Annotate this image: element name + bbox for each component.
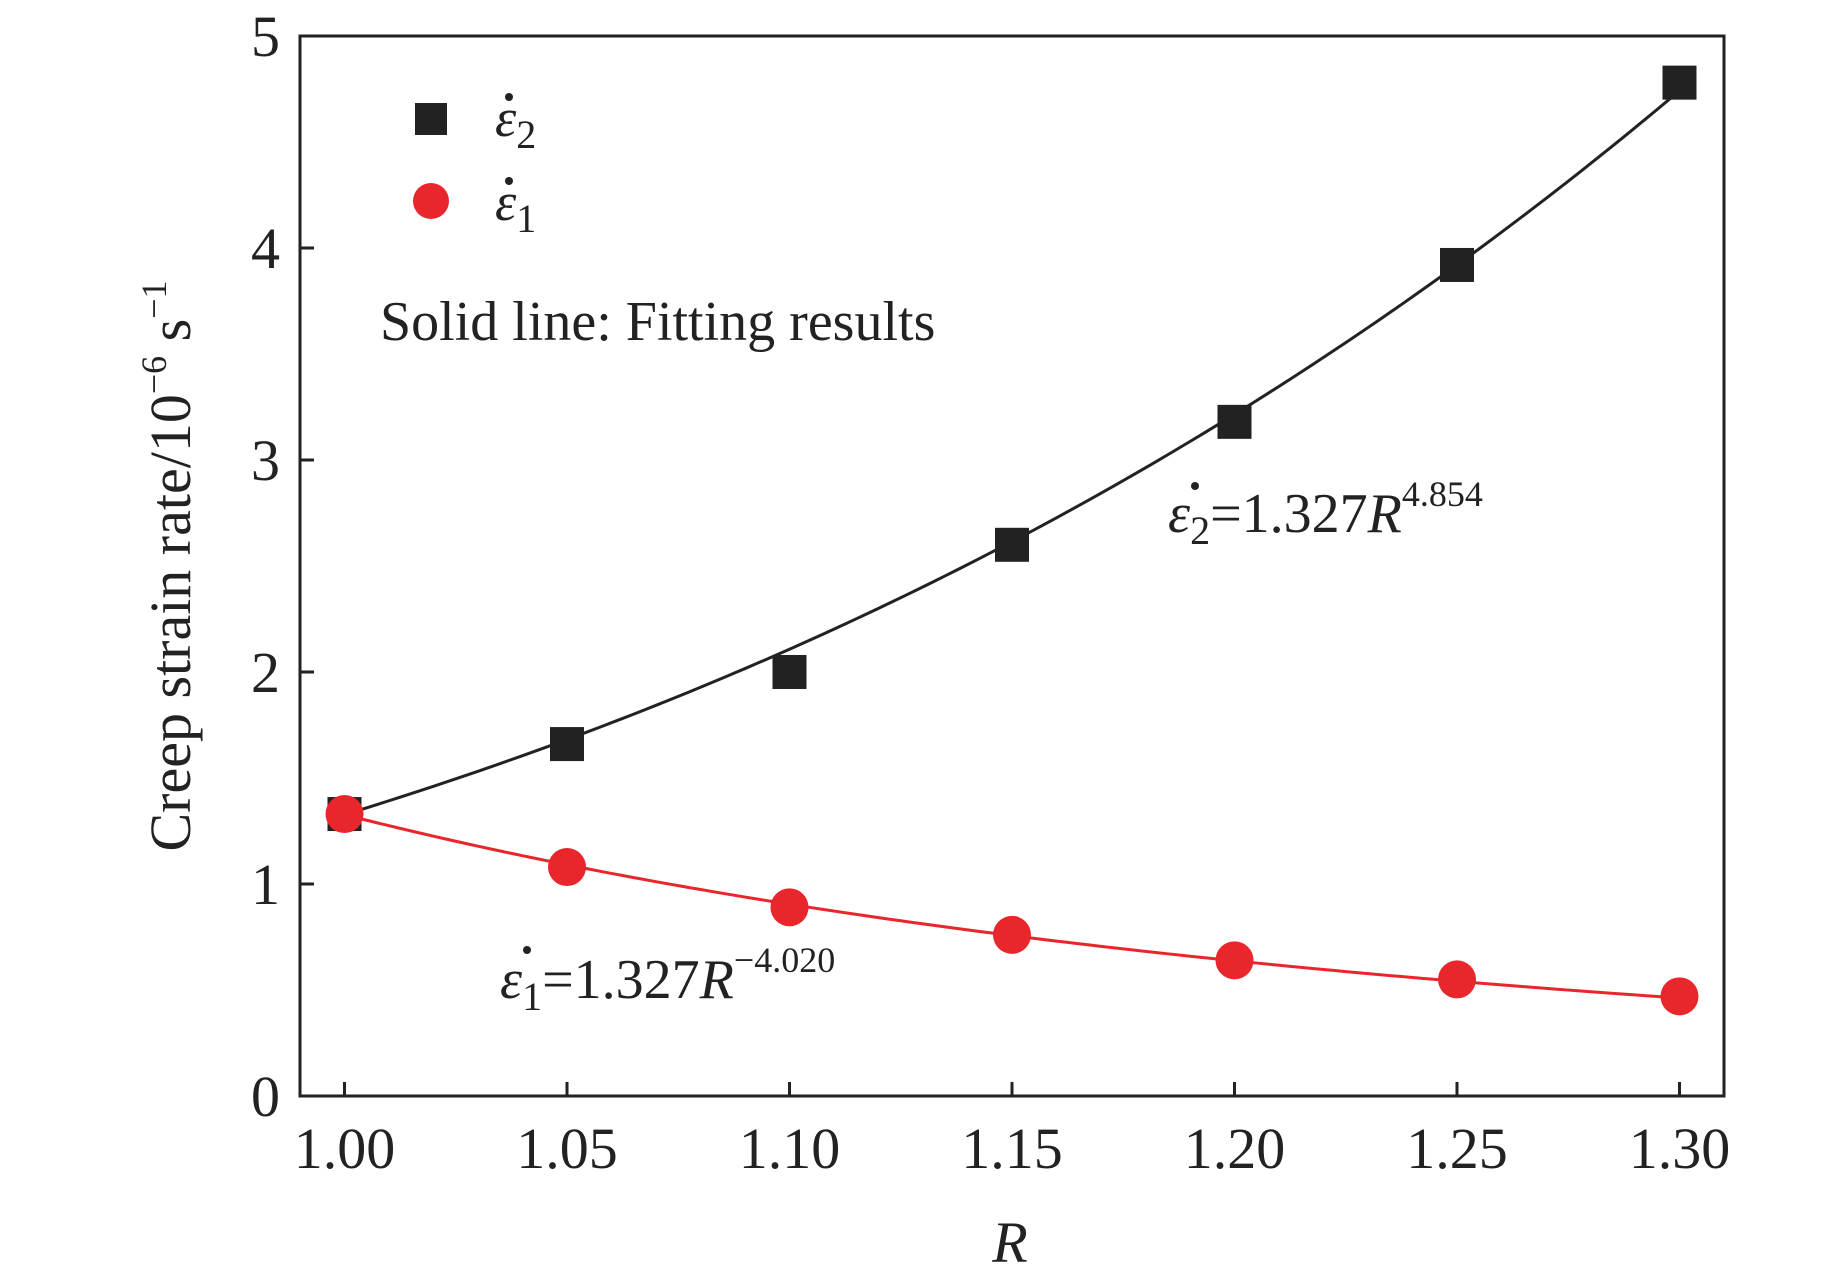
y-axis-title-exp1: −6	[134, 356, 174, 394]
y-axis-title-base: Creep strain rate/10	[138, 394, 203, 851]
eq1-sub: 1	[522, 974, 542, 1019]
y-axis-title-exp2: −1	[134, 280, 174, 318]
legend-dot-eps1	[505, 177, 513, 185]
eq1-var: R	[699, 949, 734, 1011]
equation-eps1: ε1=1.327R−4.020	[500, 940, 835, 1019]
eq2-exp: 4.854	[1402, 474, 1483, 514]
y-axis-title-unit: s	[138, 319, 203, 356]
y-tick-label: 4	[251, 216, 280, 281]
y-axis-title: Creep strain rate/10−6 s−1	[134, 280, 203, 851]
point-square	[772, 655, 807, 689]
eq1-symbol: ε	[500, 949, 523, 1011]
eq1-exp: −4.020	[734, 940, 835, 980]
legend: ε2 ε1	[413, 88, 536, 241]
point-square	[1217, 404, 1252, 439]
legend-label-eps1: ε1	[495, 172, 536, 241]
point-circle	[770, 888, 809, 927]
point-circle	[1438, 960, 1476, 999]
eq2-coef: =1.327	[1210, 483, 1368, 545]
equation-eps2: ε2=1.327R4.854	[1168, 474, 1483, 553]
eq1-text: ε1=1.327R−4.020	[500, 940, 835, 1019]
x-axis-ticks: 1.00 1.05 1.10 1.15 1.20 1.25 1.30	[294, 1082, 1731, 1181]
legend-eps1-symbol: ε	[495, 172, 517, 232]
eq2-dot	[1191, 482, 1199, 490]
y-tick-label: 1	[251, 852, 280, 917]
point-circle	[325, 795, 364, 834]
point-circle	[993, 915, 1031, 954]
eq1-coef: =1.327	[542, 949, 700, 1011]
x-tick-label: 1.15	[961, 1116, 1063, 1181]
eq2-text: ε2=1.327R4.854	[1168, 474, 1483, 553]
eq2-var: R	[1367, 483, 1402, 545]
legend-eps1-sub: 1	[516, 196, 536, 241]
fit-note: Solid line: Fitting results	[380, 291, 935, 353]
point-square	[1662, 65, 1697, 100]
x-tick-label: 1.00	[294, 1116, 396, 1181]
point-square	[995, 527, 1029, 562]
point-circle	[548, 848, 586, 887]
point-circle	[1660, 977, 1699, 1016]
y-tick-label: 2	[251, 640, 280, 705]
point-square	[1440, 247, 1474, 282]
legend-eps2-symbol: ε	[495, 88, 517, 148]
x-tick-label: 1.10	[739, 1116, 841, 1181]
x-tick-label: 1.20	[1184, 1116, 1286, 1181]
point-circle	[1215, 941, 1254, 980]
y-tick-label: 3	[251, 428, 280, 493]
data-markers	[325, 65, 1699, 1016]
legend-label-eps2: ε2	[495, 88, 536, 157]
x-tick-label: 1.05	[516, 1116, 618, 1181]
legend-marker-circle	[413, 183, 449, 219]
x-axis-title: R	[991, 1210, 1027, 1273]
y-tick-label: 5	[251, 4, 280, 69]
eq1-dot	[523, 946, 531, 954]
point-square	[550, 727, 584, 762]
legend-dot-eps2	[505, 93, 513, 101]
y-tick-label: 0	[251, 1064, 280, 1129]
fit-line-series-1	[344, 89, 1681, 817]
y-axis-ticks: 0 1 2 3 4 5	[251, 4, 314, 1129]
x-tick-label: 1.30	[1629, 1116, 1731, 1181]
legend-eps2-sub: 2	[516, 112, 536, 157]
x-tick-label: 1.25	[1406, 1116, 1508, 1181]
eq2-sub: 2	[1190, 508, 1210, 553]
eq2-symbol: ε	[1168, 483, 1191, 545]
legend-marker-square	[415, 103, 447, 135]
